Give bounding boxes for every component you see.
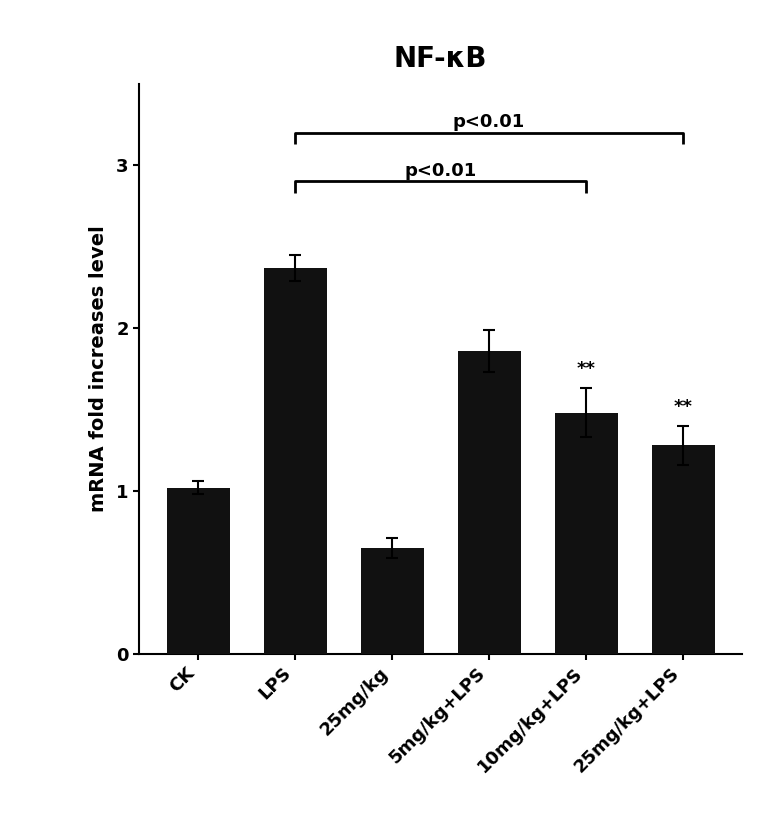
Bar bbox=[458, 351, 521, 654]
Title: NF-κB: NF-κB bbox=[394, 45, 487, 73]
Text: p<0.01: p<0.01 bbox=[453, 113, 525, 131]
Bar bbox=[554, 412, 618, 654]
Bar bbox=[166, 488, 230, 654]
Bar bbox=[264, 268, 327, 654]
Text: p<0.01: p<0.01 bbox=[404, 162, 477, 180]
Text: **: ** bbox=[577, 360, 596, 379]
Y-axis label: mRNA fold increases level: mRNA fold increases level bbox=[89, 225, 108, 512]
Bar bbox=[652, 445, 715, 654]
Bar bbox=[360, 548, 424, 654]
Text: **: ** bbox=[673, 398, 693, 416]
